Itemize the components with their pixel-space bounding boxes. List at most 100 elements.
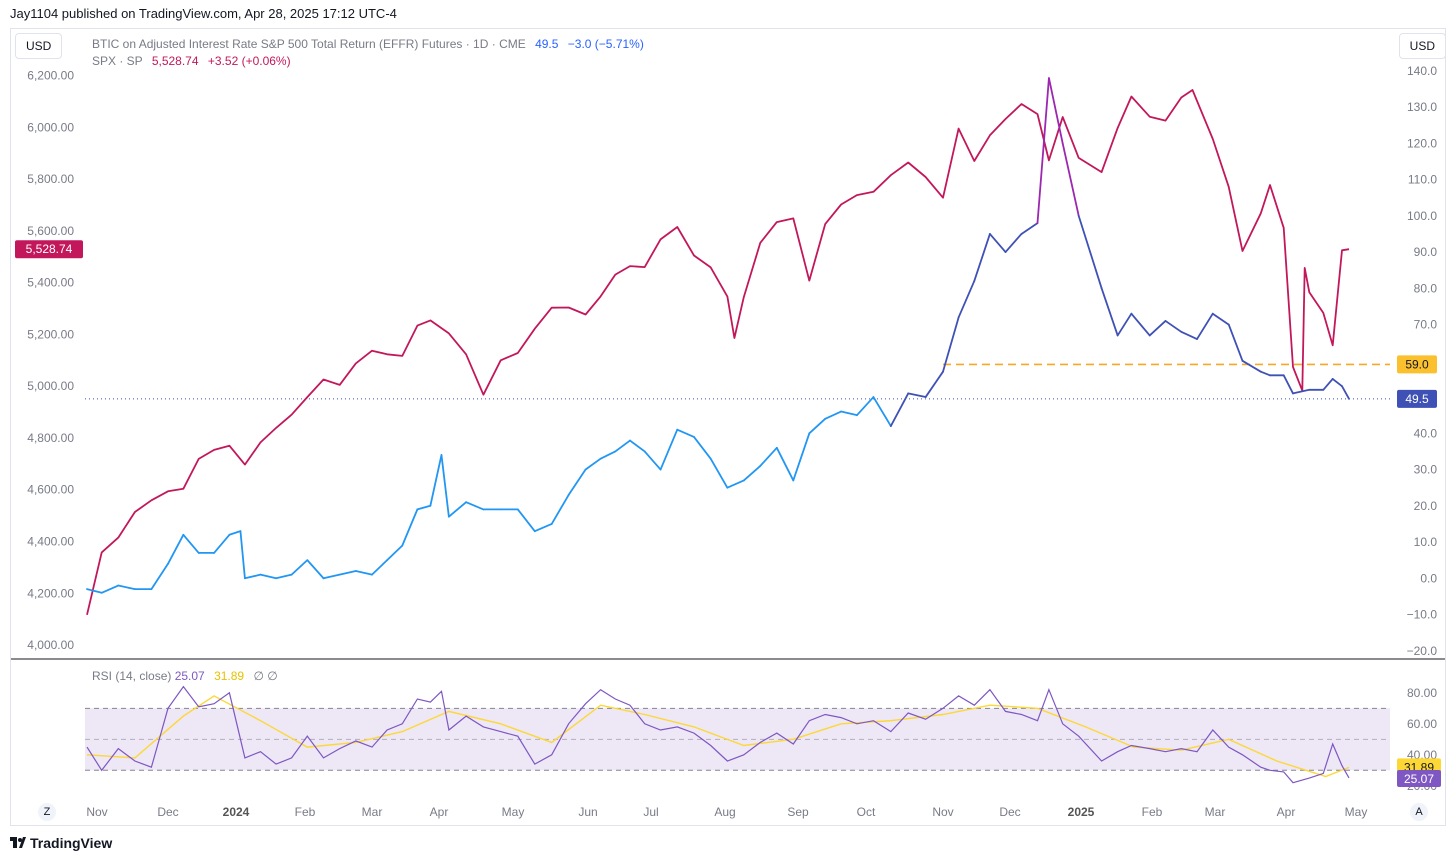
btic-series-segment-38 <box>643 450 662 471</box>
btic-series-segment-78 <box>1282 374 1294 395</box>
spx-last-tag-label: 5,528.74 <box>26 242 73 256</box>
btic-series-segment-3 <box>117 584 136 591</box>
rsi-axis-tick-0: 80.00 <box>1407 686 1437 700</box>
btic-series-segment-6 <box>167 533 185 565</box>
x-axis-label-0: Nov <box>86 805 107 819</box>
x-axis-label-11: Oct <box>857 805 876 819</box>
btic-series-segment-79 <box>1292 388 1311 395</box>
rsi-ma-value: 31.89 <box>214 669 245 683</box>
right-axis-tick-13: 10.0 <box>1414 535 1438 549</box>
tradingview-logo: TradingView <box>10 835 112 851</box>
btic-series-segment-66 <box>1100 287 1119 337</box>
btic-series-segment-26 <box>447 501 468 518</box>
btic-series-segment-45 <box>759 446 778 467</box>
btic-change: −3.0 (−5.71%) <box>567 37 644 51</box>
btic-series-segment-52 <box>872 396 892 427</box>
x-axis-label-5: Apr <box>430 805 449 819</box>
x-axis-label-10: Sep <box>787 805 809 819</box>
right-axis-tick-12: 20.0 <box>1414 499 1438 513</box>
right-axis-tick-6: 80.0 <box>1414 281 1438 295</box>
right-axis-tick-14: 0.0 <box>1420 571 1437 585</box>
left-axis-tick-1: 6,000.00 <box>27 120 74 134</box>
right-axis-tick-3: 110.0 <box>1408 173 1437 187</box>
left-axis-tick-3: 5,600.00 <box>27 224 74 238</box>
btic-series-segment-53 <box>889 392 910 427</box>
x-axis-label-3: Feb <box>295 805 316 819</box>
btic-series-segment-7 <box>182 533 200 554</box>
spx-title: SPX · SP <box>92 54 143 68</box>
btic-series-segment-82 <box>1331 378 1343 388</box>
spx-last-tag <box>15 240 83 259</box>
btic-series-segment-61 <box>1020 222 1039 235</box>
rsi-value: 25.07 <box>174 669 205 683</box>
btic-series-segment-59 <box>989 233 1007 253</box>
left-axis-tick-5: 5,200.00 <box>27 327 74 341</box>
btic-series-segment-74 <box>1227 323 1244 362</box>
btic-series-segment-76 <box>1259 370 1271 377</box>
btic-series-segment-55 <box>924 370 944 398</box>
btic-series-segment-81 <box>1322 378 1334 391</box>
btic-series-segment-51 <box>856 396 875 417</box>
right-axis-tick-1: 130.0 <box>1407 100 1437 114</box>
btic-series-segment-31 <box>533 523 553 533</box>
btic-series-segment-2 <box>100 584 120 594</box>
zoom-button[interactable]: Z <box>38 803 56 821</box>
btic-series-segment-30 <box>516 508 536 533</box>
rsi-tag <box>1397 769 1441 787</box>
right-axis-tick-2: 120.0 <box>1407 136 1437 150</box>
btic-series-segment-37 <box>629 439 646 453</box>
rsi-tag-label: 25.07 <box>1404 772 1434 786</box>
left-axis-tick-0: 6,200.00 <box>27 69 74 83</box>
level-tag-label: 59.0 <box>1405 357 1429 371</box>
btic-series-segment-33 <box>567 468 587 496</box>
rsi-legend: RSI (14, close) 25.07 31.89 ∅ ∅ <box>92 669 278 683</box>
btic-series-segment-36 <box>614 439 631 453</box>
btic-series-segment-43 <box>726 479 745 489</box>
btic-series-segment-22 <box>401 508 419 547</box>
btic-series-segment-35 <box>599 450 617 460</box>
btic-series-segment-27 <box>465 501 485 511</box>
rsi-hidden-icons: ∅ ∅ <box>253 669 278 683</box>
btic-last: 49.5 <box>535 37 559 51</box>
rsi-title: RSI (14, close) <box>92 669 172 683</box>
btic-series-segment-83 <box>1341 385 1350 400</box>
currency-right-button[interactable]: USD <box>1398 33 1446 59</box>
publish-info: Jay1104 published on TradingView.com, Ap… <box>10 6 397 21</box>
left-axis-tick-9: 4,400.00 <box>27 535 74 549</box>
btic-series-segment-69 <box>1148 320 1167 337</box>
btic-title: BTIC on Adjusted Interest Rate S&P 500 T… <box>92 37 526 51</box>
left-axis-tick-2: 5,800.00 <box>27 172 74 186</box>
btic-series-segment-20 <box>371 559 389 576</box>
btic-series-segment-75 <box>1241 359 1262 373</box>
btic-series-segment-64 <box>1061 142 1080 217</box>
btic-series-segment-14 <box>275 573 293 580</box>
btic-series-segment-47 <box>792 432 811 482</box>
btic-series-segment-48 <box>808 417 827 435</box>
right-axis-tick-5: 90.0 <box>1414 245 1438 259</box>
right-axis-tick-4: 100.0 <box>1407 209 1437 223</box>
x-axis-label-12: Nov <box>932 805 953 819</box>
btic-series-segment-1 <box>86 588 103 594</box>
btic-last-tag <box>1397 389 1437 408</box>
x-axis-label-4: Mar <box>362 805 383 819</box>
btic-series-segment-57 <box>957 280 976 319</box>
right-axis-tick-0: 140.0 <box>1407 64 1437 78</box>
x-axis-label-2: 2024 <box>223 805 250 819</box>
x-axis-label-16: Mar <box>1205 805 1226 819</box>
btic-series-segment-13 <box>259 573 277 580</box>
btic-series-segment-41 <box>693 436 712 460</box>
btic-series-segment-32 <box>550 494 570 525</box>
x-axis-label-9: Aug <box>714 805 735 819</box>
btic-series-segment-73 <box>1211 312 1230 326</box>
btic-series-segment-46 <box>775 446 795 482</box>
btic-series-segment-18 <box>338 570 357 576</box>
auto-scale-button[interactable]: A <box>1410 803 1428 821</box>
btic-series-segment-68 <box>1130 312 1151 337</box>
btic-series-segment-9 <box>213 533 231 554</box>
currency-left-button[interactable]: USD <box>15 33 63 59</box>
rsi-ma-line <box>86 695 1350 778</box>
btic-series-segment-71 <box>1180 330 1198 340</box>
btic-series-segment-12 <box>244 573 262 580</box>
x-axis-label-1: Dec <box>157 805 178 819</box>
